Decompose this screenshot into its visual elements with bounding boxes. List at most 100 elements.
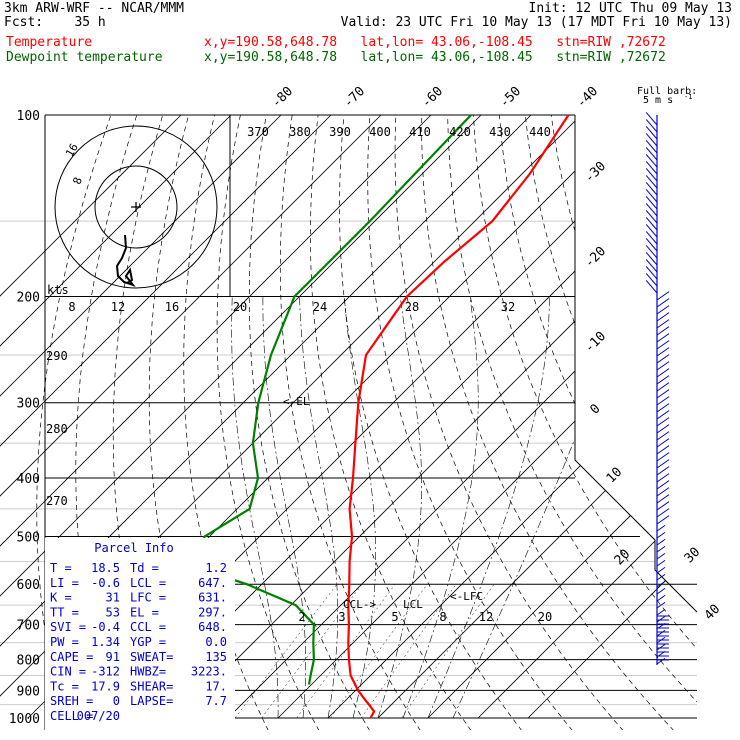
wind-barb — [656, 375, 670, 385]
parcel-label: LAPSE= — [130, 694, 173, 708]
dry-adiabat — [680, 115, 697, 730]
parcel-label: CAPE = — [50, 650, 93, 664]
wind-barb — [645, 182, 658, 196]
parcel-label: K = — [50, 591, 72, 605]
wind-barb — [645, 266, 658, 280]
theta-label: 410 — [409, 125, 431, 139]
parcel-label: CCL = — [130, 620, 166, 634]
isotherm-line — [0, 115, 382, 719]
wind-barb — [656, 559, 666, 567]
isotherm-label: 40 — [702, 602, 724, 624]
wind-barb — [645, 147, 658, 161]
hodograph-speed-label: 20 — [233, 300, 247, 314]
wind-barb — [656, 452, 670, 462]
parcel-value: 53 — [106, 605, 120, 619]
wind-barb — [656, 487, 670, 497]
parcel-value: 91 — [106, 650, 120, 664]
wind-barb — [656, 538, 666, 546]
parcel-value: 17. — [205, 679, 227, 693]
wind-barb — [645, 217, 658, 231]
wind-barb — [656, 361, 670, 371]
wind-barb — [656, 615, 666, 623]
pressure-label: 800 — [17, 654, 40, 669]
lcl-marker: LCL — [403, 598, 423, 611]
theta-label: 400 — [369, 125, 391, 139]
wind-barb — [656, 508, 670, 518]
parcel-label: YGP = — [130, 635, 166, 649]
parcel-label: SVI = — [50, 620, 86, 634]
parcel-label: EL = — [130, 605, 159, 619]
parcel-value: -0.6 — [91, 576, 120, 590]
theta-label: 380 — [289, 125, 311, 139]
isotherm-line — [477, 115, 697, 719]
moist-adiabat — [402, 296, 479, 719]
wind-barb — [656, 545, 666, 553]
parcel-label: SREH = — [50, 694, 93, 708]
dry-adiabat-label: 270 — [46, 494, 68, 508]
dry-adiabat — [279, 115, 421, 730]
theta-label: 430 — [489, 125, 511, 139]
dry-adiabat-label: 280 — [46, 422, 68, 436]
pressure-label: 100 — [17, 109, 40, 124]
wind-barb — [656, 643, 666, 651]
isotherm-line — [0, 115, 482, 719]
dry-adiabat — [339, 115, 523, 730]
pressure-label: 900 — [17, 684, 40, 699]
hodograph-speed-label: 16 — [165, 300, 179, 314]
wind-barb — [656, 431, 670, 441]
isotherm-label: -60 — [419, 84, 446, 111]
wind-barb — [645, 245, 658, 259]
wind-barb — [645, 196, 658, 210]
isotherm-line — [0, 115, 232, 719]
wind-barb — [645, 175, 658, 189]
pressure-label: 200 — [17, 291, 40, 306]
wind-barb — [656, 319, 670, 329]
isotherm-label: -10 — [582, 329, 609, 356]
wind-barb — [656, 594, 666, 602]
wind-barb — [656, 389, 670, 399]
parcel-value: -312 — [91, 665, 120, 679]
wind-barb — [645, 154, 658, 168]
ccl-marker: CCL-> — [343, 598, 376, 611]
wind-barb — [645, 238, 658, 252]
wind-barb — [656, 657, 666, 665]
theta-label: 420 — [449, 125, 471, 139]
dry-adiabat — [447, 115, 697, 730]
isotherm-line — [0, 115, 432, 719]
wind-barb — [645, 224, 658, 238]
isotherm-label: 10 — [604, 465, 626, 487]
parcel-value: 3223. — [191, 665, 227, 679]
wind-barb — [656, 396, 670, 406]
wind-barb — [656, 347, 670, 357]
dry-adiabat — [499, 115, 697, 730]
wind-barb — [645, 203, 658, 217]
hodograph-ring-label: 8 — [70, 175, 84, 186]
isotherm-line — [377, 115, 697, 719]
wind-barb — [645, 168, 658, 182]
parcel-value: 647. — [198, 576, 227, 590]
forecast-hour: Fcst: 35 h — [4, 16, 106, 30]
parcel-value: 31 — [106, 591, 120, 605]
wind-barb — [656, 580, 666, 588]
isotherm-line — [427, 115, 697, 719]
wind-barb — [656, 480, 670, 490]
wind-barb — [656, 340, 670, 350]
hodograph: 8 16 kts 8 12 16 20 24 28 32 — [47, 115, 515, 314]
fcst-value: 35 h — [74, 15, 106, 30]
temperature-legend: Temperature — [6, 35, 93, 50]
lfc-marker: <-LFC — [450, 590, 483, 603]
fcst-label: Fcst: — [4, 15, 44, 30]
wind-barb — [645, 210, 658, 224]
isotherm-label: -40 — [574, 84, 601, 111]
moist-adiabat — [377, 296, 422, 719]
wind-barb — [645, 126, 658, 140]
hodograph-ring — [54, 125, 218, 289]
parcel-label: CELL = — [50, 709, 93, 723]
parcel-label: TT = — [50, 605, 79, 619]
parcel-value: 0.0 — [205, 635, 227, 649]
el-marker: <-EL — [283, 395, 310, 408]
wind-barb — [656, 368, 670, 378]
dry-adiabat — [367, 115, 573, 730]
mixing-ratio-label: 8 — [439, 610, 446, 624]
